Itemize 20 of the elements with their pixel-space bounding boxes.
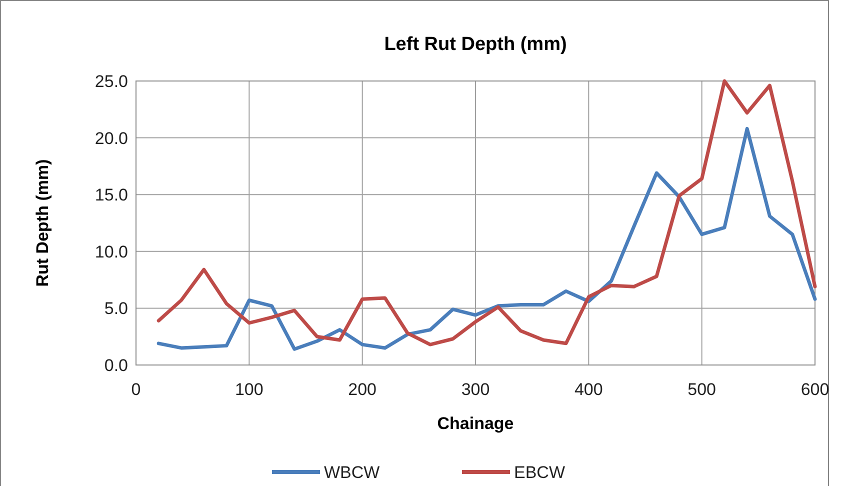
y-tick-label: 10.0 bbox=[94, 242, 128, 262]
y-tick-label: 0.0 bbox=[104, 356, 128, 375]
y-tick-label: 15.0 bbox=[94, 186, 128, 205]
line-series bbox=[156, 126, 817, 351]
line-series bbox=[156, 79, 817, 346]
x-tick-label: 0 bbox=[131, 380, 141, 399]
legend-label: EBCW bbox=[514, 462, 565, 482]
legend-label: WBCW bbox=[324, 462, 380, 482]
x-tick-label: 600 bbox=[800, 380, 830, 399]
y-tick-label: 20.0 bbox=[94, 128, 128, 148]
y-tick-label: 25.0 bbox=[94, 72, 128, 91]
x-axis-title: Chainage bbox=[437, 414, 514, 433]
x-tick-label: 200 bbox=[348, 380, 377, 399]
y-axis-title: Rut Depth (mm) bbox=[33, 159, 52, 287]
y-tick-label: 5.0 bbox=[104, 299, 128, 318]
x-tick-label: 500 bbox=[688, 380, 716, 399]
x-tick-label: 300 bbox=[461, 380, 490, 399]
chart-title: Left Rut Depth (mm) bbox=[384, 34, 567, 55]
x-tick-label: 400 bbox=[574, 380, 603, 399]
x-tick-label: 100 bbox=[234, 380, 264, 399]
